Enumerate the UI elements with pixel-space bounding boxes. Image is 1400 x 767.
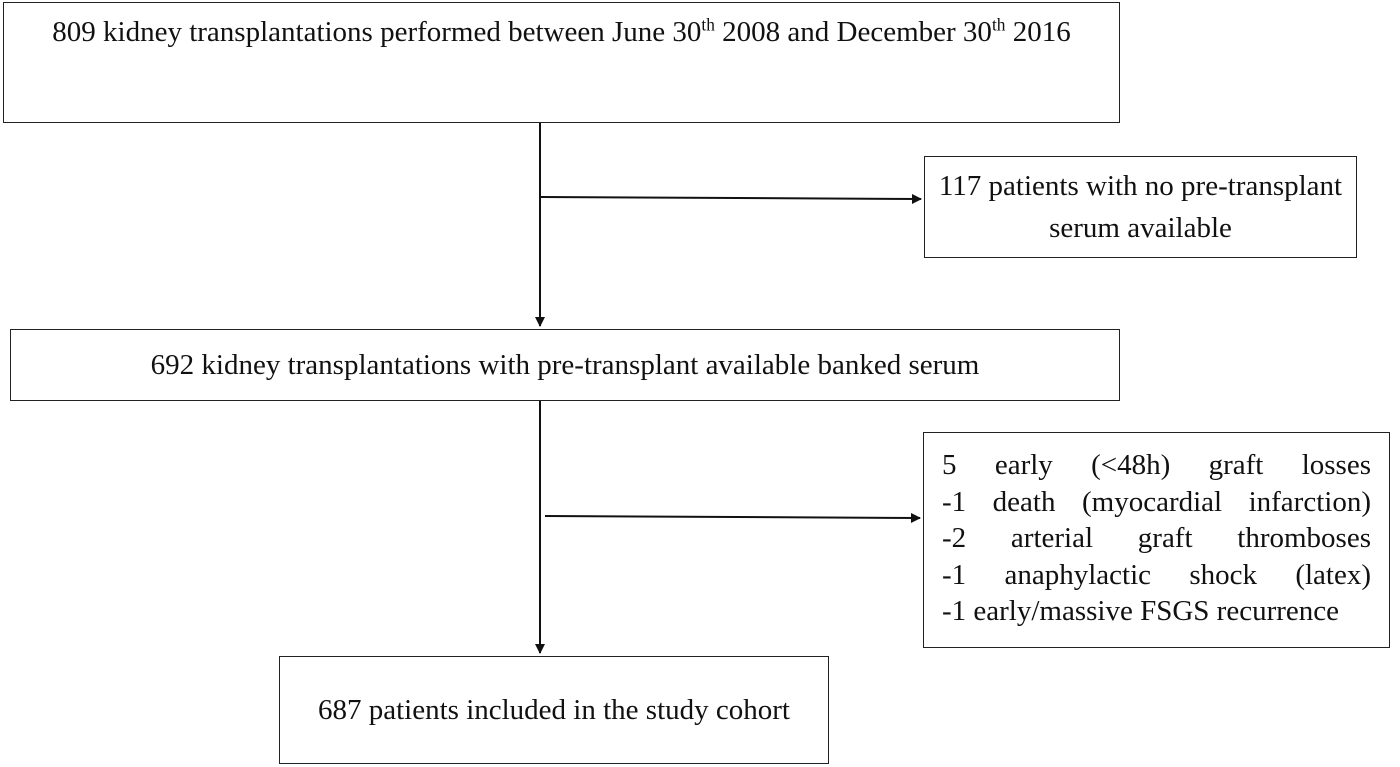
exclusions-line-fsgs: -1 early/massive FSGS recurrence [942,595,1340,627]
exclusions-box: 5 early (<48h) graft losses -1 death (my… [923,432,1390,648]
exclusion-arrow-1 [539,193,922,204]
with-serum-box: 692 kidney transplantations with pre-tra… [10,329,1120,401]
exclusion-arrow-2 [544,512,921,523]
exclusions-line-death: -1 death (myocardial infarction) [942,485,1371,518]
total-transplantations-box: 809 kidney transplantations performed be… [3,2,1120,123]
study-cohort-box: 687 patients included in the study cohor… [279,656,829,764]
no-serum-text: 117 patients with no pre-transplant seru… [938,170,1343,244]
exclusions-line-thromboses: -2 arterial graft thromboses [942,522,1371,554]
exclusions-line-total: 5 early (<48h) graft losses [942,449,1371,481]
study-cohort-text: 687 patients included in the study cohor… [318,694,790,726]
no-serum-box: 117 patients with no pre-transplant seru… [924,156,1357,258]
total-transplantations-text: 809 kidney transplantations performed be… [52,14,1071,48]
with-serum-text: 692 kidney transplantations with pre-tra… [150,349,980,381]
exclusions-line-anaphylactic: -1 anaphylactic shock (latex) [942,558,1371,591]
